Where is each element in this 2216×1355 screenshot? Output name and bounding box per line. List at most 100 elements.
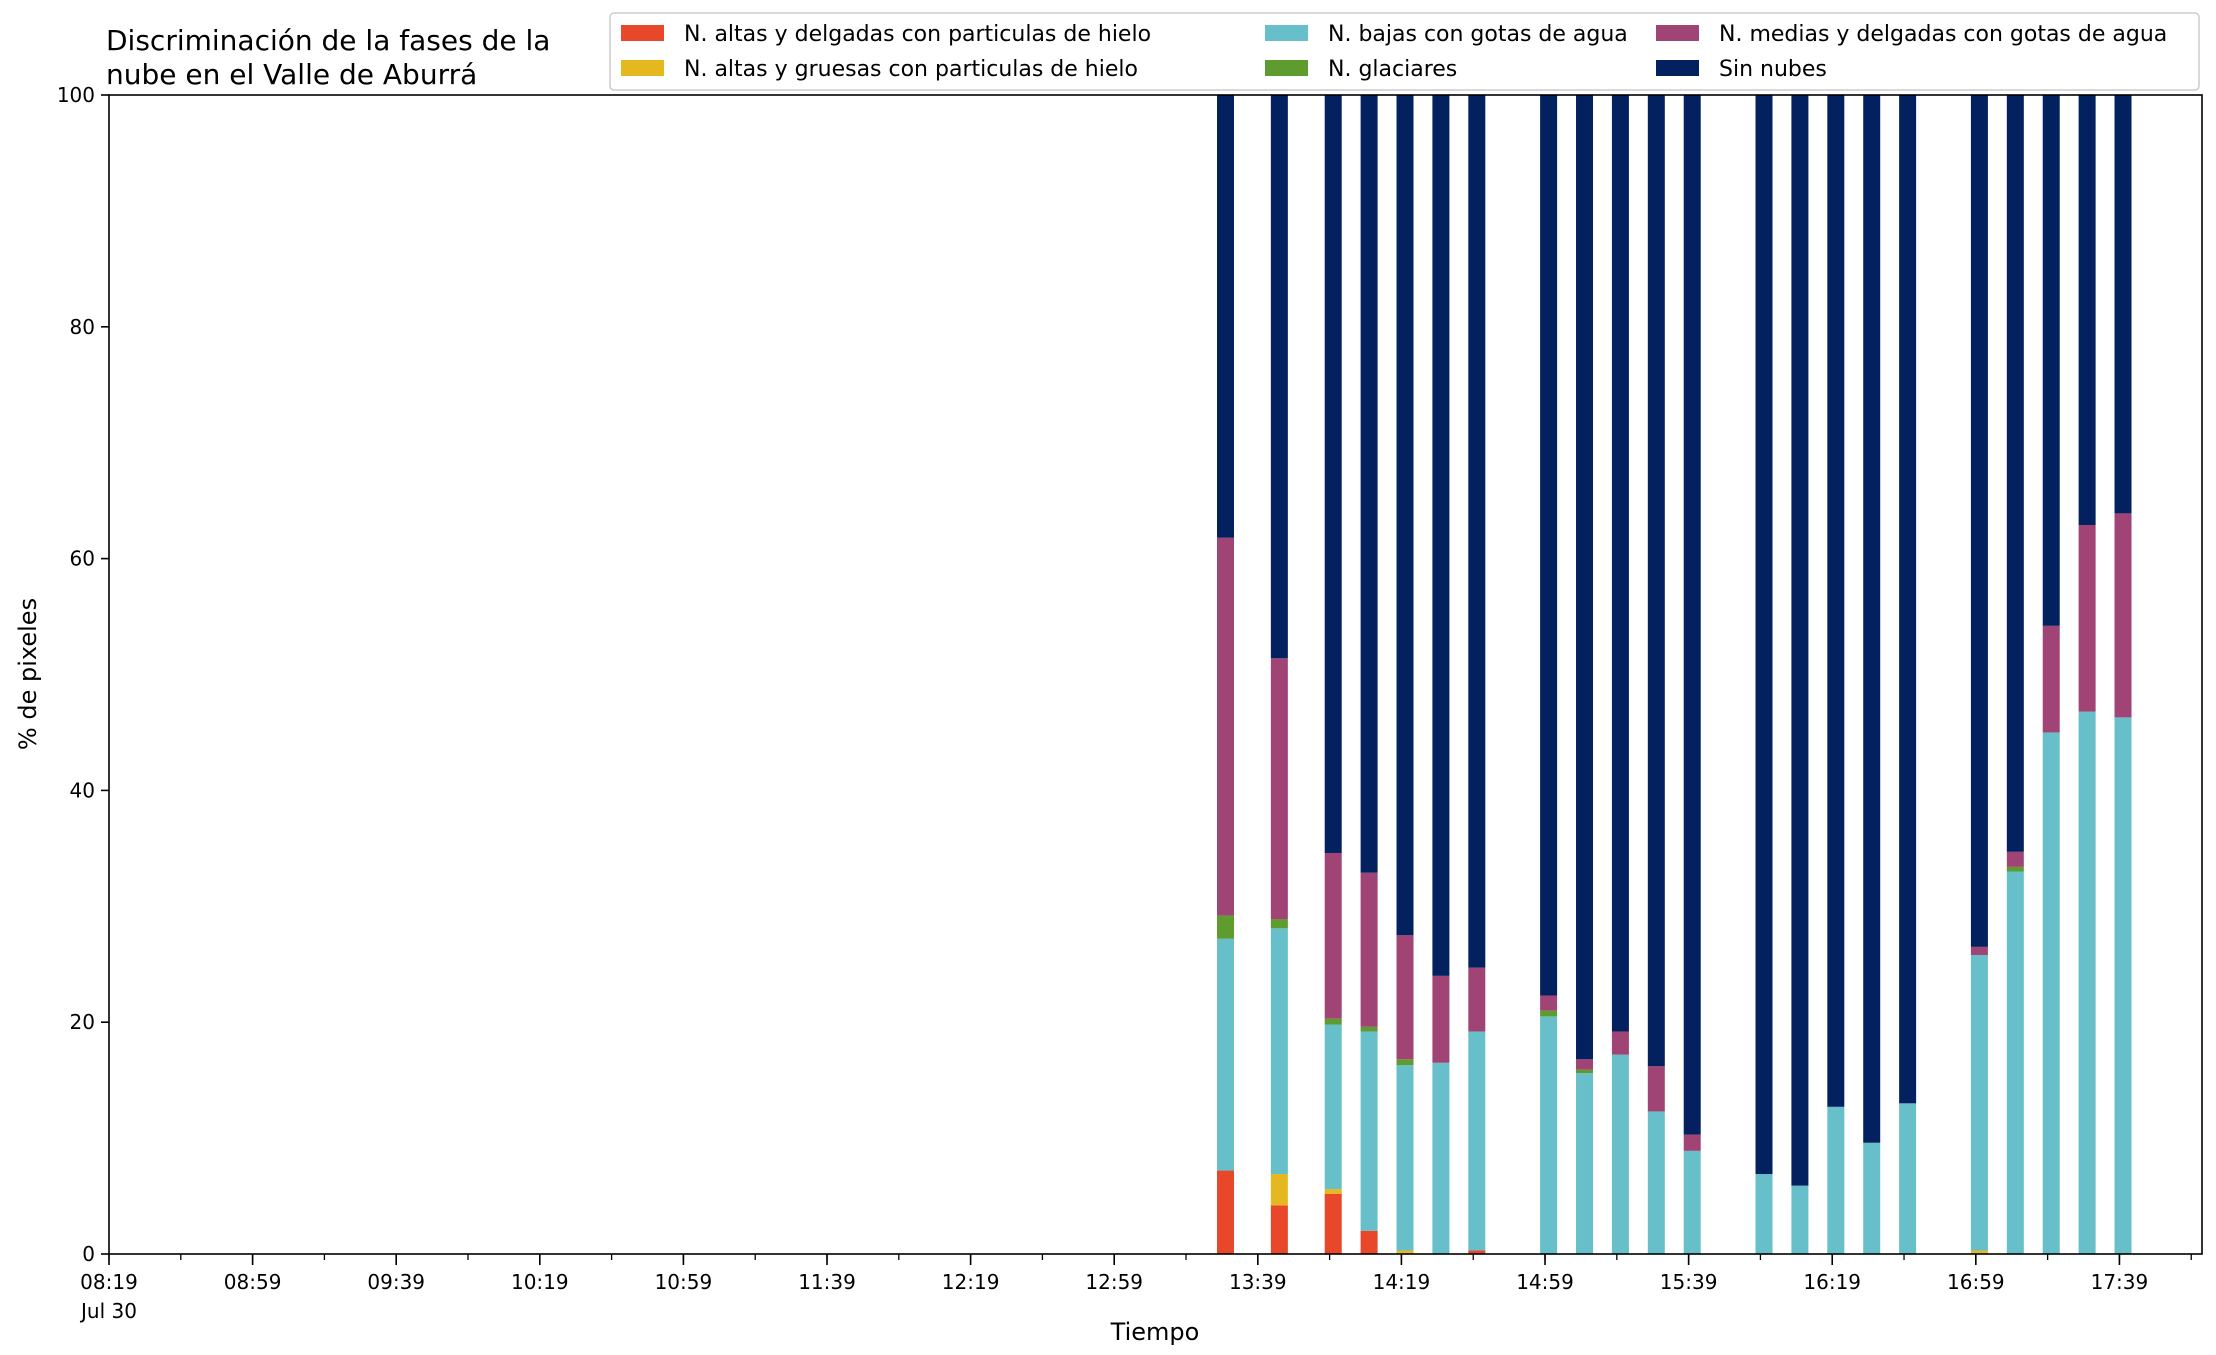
legend-label-3: N. glaciares (1328, 57, 1457, 82)
bar-1600-series-5 (1755, 95, 1773, 1175)
bar-1540-series-2 (1683, 1150, 1701, 1254)
bar-1400-series-5 (1324, 95, 1342, 853)
bar-1440-series-2 (1468, 1031, 1486, 1251)
bar-1500-series-3 (1540, 1010, 1558, 1017)
y-tick-label: 100 (57, 83, 95, 107)
x-date-label: Jul 30 (79, 1299, 137, 1323)
bar-1600-series-2 (1755, 1174, 1773, 1254)
x-axis-label: Tiempo (1110, 1318, 1200, 1346)
bar-1530-series-5 (1647, 95, 1665, 1067)
y-axis-label: % de pixeles (14, 598, 42, 750)
bar-1540-series-4 (1683, 1134, 1701, 1151)
bar-1500-series-2 (1540, 1016, 1558, 1254)
legend-label-1: N. altas y gruesas con particulas de hie… (684, 57, 1138, 82)
bar-1510-series-5 (1576, 95, 1594, 1060)
chart-title-line-2: nube en el Valle de Aburrá (106, 58, 477, 91)
y-tick-label: 80 (70, 315, 95, 339)
y-tick-label: 20 (70, 1010, 95, 1034)
legend-swatch-1 (621, 60, 664, 76)
bar-1710-series-2 (2006, 871, 2024, 1254)
bar-1440-series-4 (1468, 967, 1486, 1032)
bar-1710-series-5 (2006, 95, 2024, 852)
bar-1620-series-2 (1827, 1106, 1845, 1254)
x-tick-label: 13:39 (1229, 1270, 1287, 1294)
x-tick-label: 09:39 (367, 1270, 425, 1294)
legend-swatch-4 (1656, 25, 1699, 41)
bar-1400-series-3 (1324, 1018, 1342, 1025)
bar-1510-series-3 (1576, 1069, 1594, 1074)
bar-1720-series-4 (2042, 625, 2060, 733)
bar-1700-series-2 (1970, 954, 1988, 1251)
bar-1440-series-0 (1468, 1250, 1486, 1254)
legend-label-0: N. altas y delgadas con particulas de hi… (684, 22, 1151, 47)
bar-1345-series-1 (1270, 1174, 1288, 1206)
x-tick-label: 08:19 (80, 1270, 138, 1294)
bar-1345-series-0 (1270, 1205, 1288, 1254)
bar-1400-series-4 (1324, 852, 1342, 1019)
bar-1345-series-3 (1270, 919, 1288, 929)
bar-1430-series-5 (1432, 95, 1450, 976)
bar-1400-series-2 (1324, 1024, 1342, 1190)
legend-label-5: Sin nubes (1719, 57, 1827, 82)
bar-1410-series-0 (1360, 1230, 1378, 1254)
bar-1730-series-2 (2078, 711, 2096, 1254)
bar-1700-series-1 (1970, 1250, 1988, 1254)
bar-1520-series-2 (1611, 1054, 1629, 1254)
bar-1730-series-5 (2078, 95, 2096, 525)
x-tick-label: 14:59 (1516, 1270, 1574, 1294)
bar-1345-series-2 (1270, 928, 1288, 1175)
x-tick-label: 12:59 (1085, 1270, 1143, 1294)
bar-1440-series-5 (1468, 95, 1486, 968)
chart-title-line-1: Discriminación de la fases de la (106, 24, 550, 57)
x-tick-label: 16:19 (1803, 1270, 1861, 1294)
x-axis: 08:19 08:59 09:39 10:19 10:59 11:39 12:19 12:59… (79, 1254, 2192, 1323)
x-tick-label: 08:59 (224, 1270, 282, 1294)
legend-label-4: N. medias y delgadas con gotas de agua (1719, 22, 2167, 47)
bar-1420-series-1 (1396, 1250, 1414, 1254)
bar-1610-series-5 (1791, 95, 1809, 1186)
bar-1710-series-4 (2006, 851, 2024, 867)
bar-1720-series-5 (2042, 95, 2060, 626)
bar-1540-series-5 (1683, 95, 1701, 1135)
plot-frame (108, 94, 2203, 1255)
x-tick-label: 10:19 (511, 1270, 569, 1294)
bar-1420-series-3 (1396, 1059, 1414, 1066)
legend-swatch-2 (1265, 25, 1308, 41)
legend: N. altas y delgadas con particulas de hi… (609, 12, 2200, 91)
bar-1400-series-0 (1324, 1193, 1342, 1254)
bar-1640-series-5 (1899, 95, 1917, 1104)
x-tick-label: 11:39 (798, 1270, 856, 1294)
bar-1500-series-4 (1540, 995, 1558, 1011)
bar-1330-series-0 (1217, 1170, 1235, 1254)
x-tick-label: 10:59 (655, 1270, 713, 1294)
bar-1510-series-4 (1576, 1059, 1594, 1070)
legend-swatch-0 (621, 25, 664, 41)
legend-swatch-3 (1265, 60, 1308, 76)
bar-1510-series-2 (1576, 1073, 1594, 1254)
bar-1620-series-5 (1827, 95, 1845, 1107)
bar-1630-series-2 (1863, 1142, 1881, 1254)
bar-1420-series-5 (1396, 95, 1414, 936)
bar-1520-series-5 (1611, 95, 1629, 1032)
bar-1410-series-4 (1360, 872, 1378, 1027)
x-tick-label: 12:19 (942, 1270, 1000, 1294)
bar-1630-series-5 (1863, 95, 1881, 1143)
bar-1330-series-4 (1217, 537, 1235, 916)
legend-items: N. altas y delgadas con particulas de hi… (621, 22, 2167, 82)
bar-1420-series-4 (1396, 935, 1414, 1060)
y-tick-label: 60 (70, 547, 95, 571)
bar-1430-series-2 (1432, 1062, 1450, 1254)
y-tick-label: 40 (70, 778, 95, 802)
bars-layer (1217, 95, 2132, 1254)
bar-1420-series-2 (1396, 1065, 1414, 1251)
bar-1640-series-2 (1899, 1103, 1917, 1254)
bar-1720-series-2 (2042, 732, 2060, 1254)
bar-1610-series-2 (1791, 1185, 1809, 1254)
bar-1330-series-2 (1217, 938, 1235, 1171)
bar-1730-series-4 (2078, 524, 2096, 712)
bar-1740-series-5 (2114, 95, 2132, 514)
bar-1400-series-1 (1324, 1189, 1342, 1194)
bar-1410-series-5 (1360, 95, 1378, 873)
bar-1330-series-5 (1217, 95, 1235, 538)
